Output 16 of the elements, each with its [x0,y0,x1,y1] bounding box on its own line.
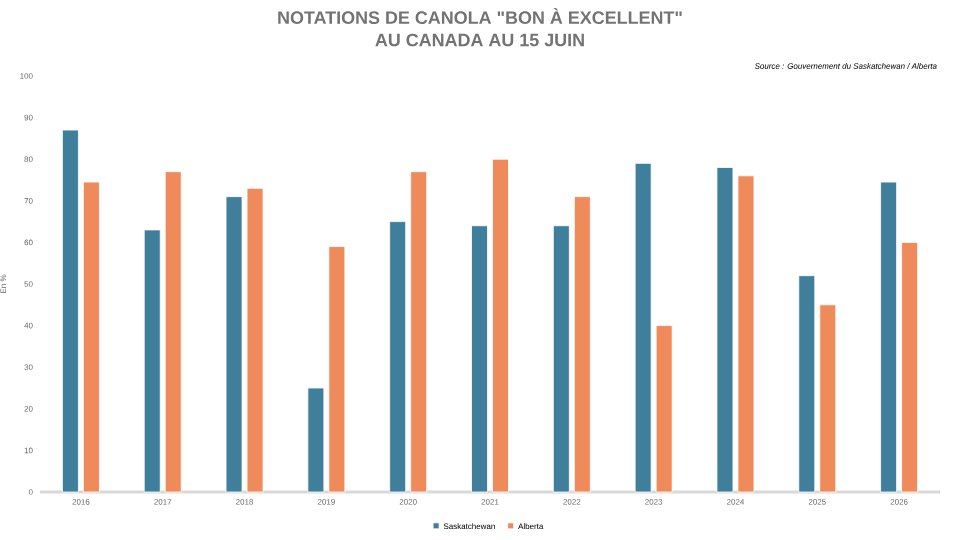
chart-title: NOTATIONS DE CANOLA "BON À EXCELLENT" [278,7,682,25]
chart-subtitle: AU CANADA AU 15 JUIN [375,33,584,47]
bar [62,129,79,493]
bar [492,158,509,493]
bar [410,171,428,493]
bar [143,229,161,493]
bar [83,181,100,493]
bar [880,181,897,493]
bar [819,304,837,493]
bar [901,242,918,493]
bar [389,221,407,493]
bar [471,225,488,493]
bar [798,275,816,493]
bar [573,196,591,493]
bar [164,171,182,493]
bar [552,225,570,493]
